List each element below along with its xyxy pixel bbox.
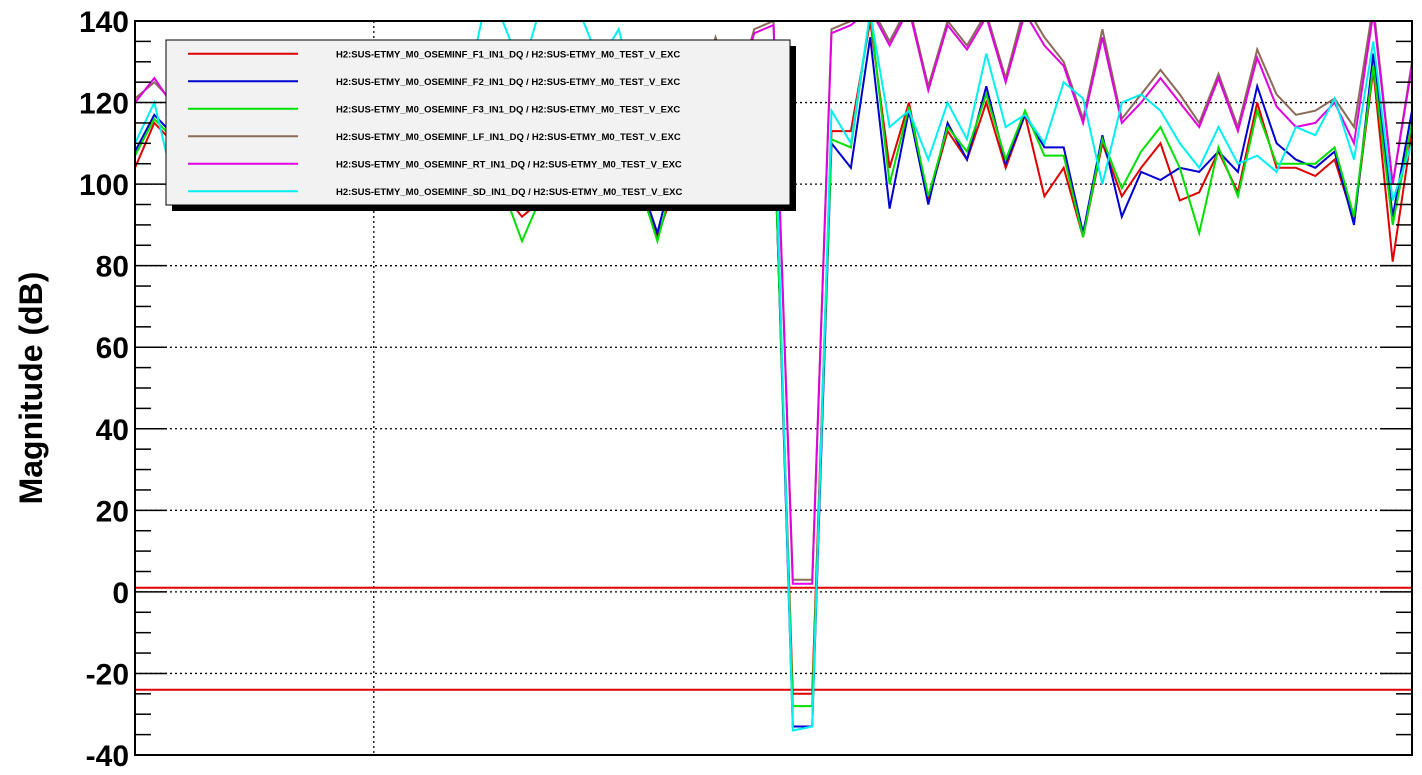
y-axis-label: Magnitude (dB): [13, 272, 49, 505]
y-tick-label: 60: [96, 332, 129, 365]
y-tick-labels: -40 -20 0 20 40 60 80 100 120 140: [79, 6, 129, 773]
legend-label-2: H2:SUS-ETMY_M0_OSEMINF_F2_IN1_DQ / H2:SU…: [336, 77, 680, 88]
legend-box: [165, 39, 791, 206]
legend-label-3: H2:SUS-ETMY_M0_OSEMINF_F3_IN1_DQ / H2:SU…: [336, 104, 680, 115]
y-tick-label: 140: [79, 6, 129, 39]
legend-label-4: H2:SUS-ETMY_M0_OSEMINF_LF_IN1_DQ / H2:SU…: [336, 132, 681, 143]
grid-lines: [135, 21, 1412, 755]
y-tick-label: 80: [96, 251, 129, 284]
y-tick-label: -20: [86, 658, 129, 691]
axis-ticks: [135, 20, 1412, 756]
y-tick-label: 20: [96, 495, 129, 528]
y-tick-label: 0: [112, 577, 129, 610]
legend-label-6: H2:SUS-ETMY_M0_OSEMINF_SD_IN1_DQ / H2:SU…: [336, 187, 682, 198]
y-tick-label: -40: [86, 740, 129, 773]
legend: H2:SUS-ETMY_M0_OSEMINF_F1_IN1_DQ / H2:SU…: [165, 39, 796, 211]
reference-lines: [135, 586, 1412, 691]
y-tick-label: 120: [79, 88, 129, 121]
y-tick-label: 40: [96, 414, 129, 447]
legend-label-5: H2:SUS-ETMY_M0_OSEMINF_RT_IN1_DQ / H2:SU…: [336, 159, 682, 170]
legend-label-1: H2:SUS-ETMY_M0_OSEMINF_F1_IN1_DQ / H2:SU…: [336, 49, 680, 60]
y-tick-label: 100: [79, 169, 129, 202]
